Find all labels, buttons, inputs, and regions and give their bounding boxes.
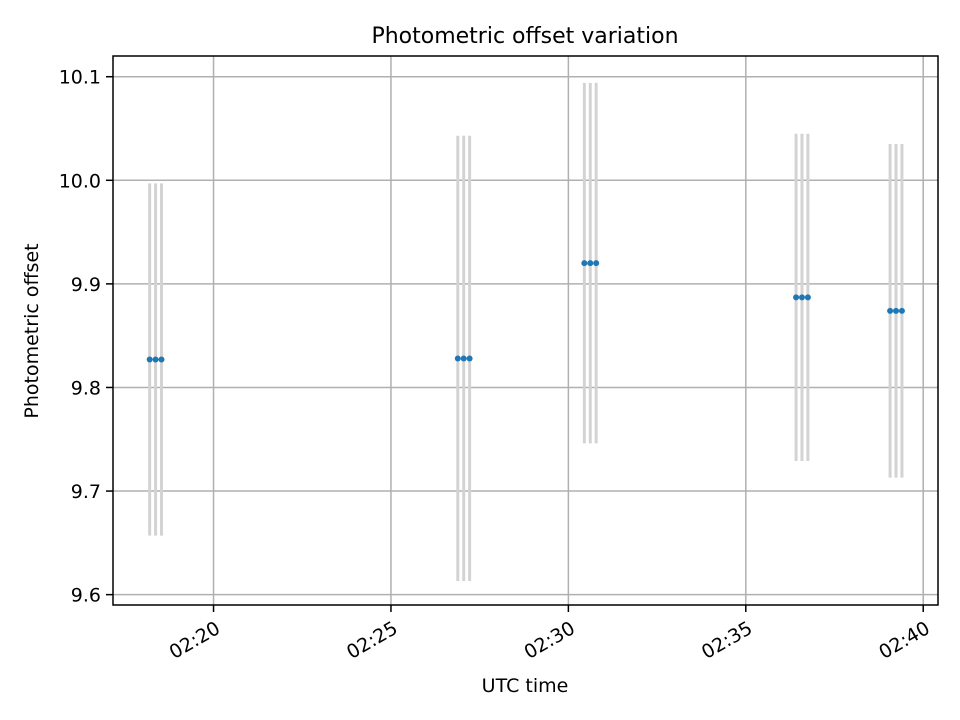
data-point xyxy=(454,355,461,362)
x-tick-label: 02:30 xyxy=(520,617,578,663)
data-point xyxy=(593,260,600,267)
y-tick-label: 10.1 xyxy=(59,67,101,89)
x-tick-label: 02:35 xyxy=(698,617,756,663)
data-point xyxy=(581,260,588,267)
grid-layer xyxy=(113,56,938,605)
y-tick-label: 10.0 xyxy=(59,170,101,192)
data-point xyxy=(587,260,594,267)
data-point xyxy=(898,307,905,314)
chart-title: Photometric offset variation xyxy=(371,24,678,49)
data-point xyxy=(804,294,811,301)
data-point xyxy=(793,294,800,301)
data-point xyxy=(887,307,894,314)
x-tick-label: 02:20 xyxy=(166,617,224,663)
y-tick-label: 9.8 xyxy=(71,377,101,399)
x-tick-label: 02:25 xyxy=(343,617,401,663)
data-point xyxy=(798,294,805,301)
data-point xyxy=(466,355,473,362)
y-tick-label: 9.6 xyxy=(71,585,101,607)
x-axis-label: UTC time xyxy=(482,675,569,697)
data-point xyxy=(158,356,165,363)
x-tick-label: 02:40 xyxy=(875,617,933,663)
point-layer xyxy=(146,260,905,363)
data-point xyxy=(146,356,153,363)
data-point xyxy=(460,355,467,362)
plot-frame xyxy=(112,55,939,606)
y-tick-label: 9.7 xyxy=(71,481,101,503)
y-axis-label: Photometric offset xyxy=(21,243,43,418)
data-point xyxy=(152,356,159,363)
errorbar-layer xyxy=(148,82,904,582)
y-tick-label: 9.9 xyxy=(71,274,101,296)
data-point xyxy=(893,307,900,314)
